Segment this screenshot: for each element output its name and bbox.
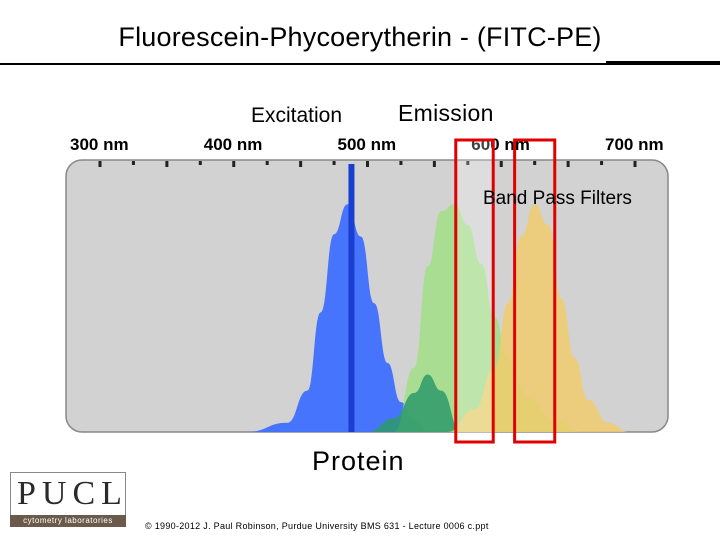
x-tick-label-300: 300 nm bbox=[70, 135, 129, 154]
pucl-logo: PUCL cytometry laboratories bbox=[10, 472, 126, 528]
x-tick-mark-425 bbox=[265, 161, 269, 165]
band-pass-filter-2 bbox=[513, 138, 557, 444]
band-pass-filters-label: Band Pass Filters bbox=[483, 188, 632, 209]
excitation-label: Excitation bbox=[251, 104, 343, 127]
x-tick-mark-400 bbox=[232, 161, 236, 167]
x-tick-mark-550 bbox=[432, 161, 436, 167]
title-underline-thick bbox=[606, 61, 720, 65]
logo-text: PUCL bbox=[17, 475, 128, 512]
x-tick-mark-500 bbox=[366, 161, 369, 167]
x-tick-label-500: 500 nm bbox=[337, 135, 397, 154]
x-tick-mark-375 bbox=[198, 161, 202, 165]
x-tick-mark-450 bbox=[299, 161, 303, 167]
protein-label: Protein bbox=[312, 446, 405, 476]
title-underline bbox=[0, 63, 606, 65]
x-tick-label-400: 400 nm bbox=[203, 135, 263, 154]
axis-tick-marks bbox=[98, 161, 637, 167]
x-tick-mark-575 bbox=[466, 161, 470, 165]
logo-frame: PUCL bbox=[10, 472, 126, 516]
band-pass-filter-1 bbox=[454, 138, 495, 444]
x-tick-mark-625 bbox=[533, 161, 537, 165]
x-tick-label-700: 700 nm bbox=[605, 135, 664, 154]
x-tick-mark-675 bbox=[600, 161, 604, 165]
x-tick-mark-600 bbox=[499, 161, 503, 167]
emission-label: Emission bbox=[398, 100, 494, 126]
fitc-excitation-curve bbox=[247, 204, 428, 432]
copyright-footer: © 1990-2012 J. Paul Robinson, Purdue Uni… bbox=[145, 521, 489, 531]
slide-title: Fluorescein-Phycoerytherin - (FITC-PE) bbox=[118, 22, 602, 52]
laser-line-488 bbox=[348, 164, 355, 432]
x-tick-mark-475 bbox=[332, 161, 336, 165]
x-tick-mark-650 bbox=[566, 161, 570, 167]
x-tick-mark-700 bbox=[633, 161, 637, 167]
x-tick-mark-325 bbox=[131, 161, 135, 165]
x-tick-mark-525 bbox=[399, 161, 403, 165]
x-tick-mark-300 bbox=[98, 161, 102, 167]
fitc-emission-curve bbox=[394, 204, 582, 432]
logo-subtext: cytometry laboratories bbox=[10, 515, 126, 527]
overlap-curve bbox=[367, 374, 462, 432]
x-tick-mark-350 bbox=[165, 161, 169, 167]
band-pass-filters bbox=[454, 138, 557, 444]
